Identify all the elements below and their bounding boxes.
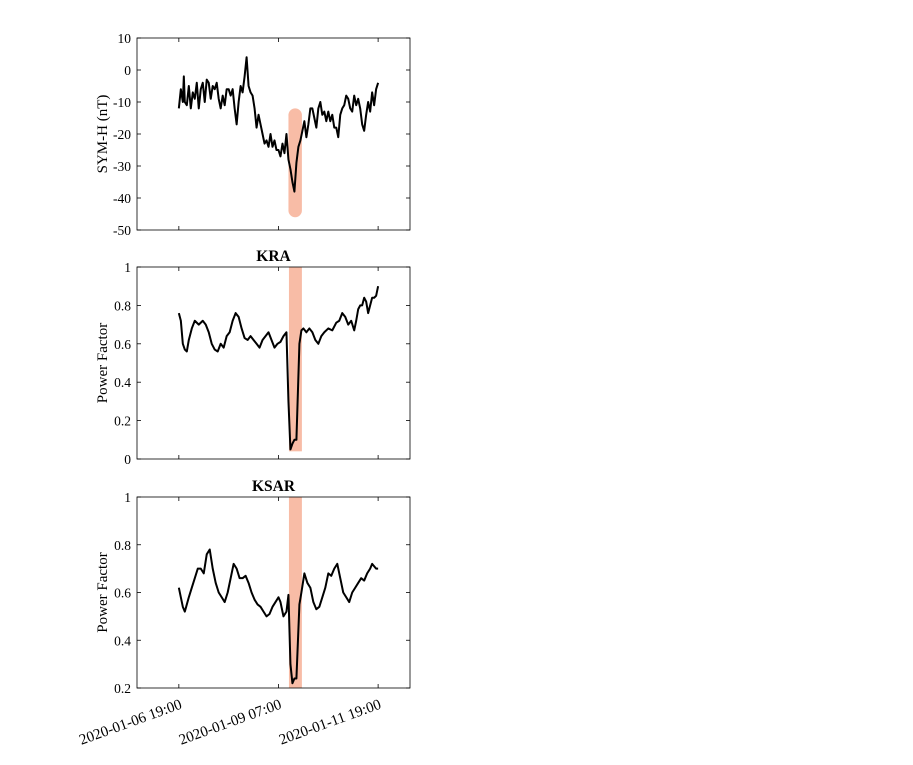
ksar-ytick-label: 0.6	[114, 586, 131, 601]
xtick-label: 2020-01-11 19:00	[277, 697, 383, 749]
symh-ytick-label: -30	[113, 159, 131, 174]
symh-highlight-band	[288, 108, 302, 218]
kra-series-line	[177, 285, 380, 451]
symh-ytick-label: -10	[113, 95, 131, 110]
kra-ytick-label: 0.6	[114, 337, 131, 352]
kra-title: KRA	[256, 248, 291, 265]
kra-ytick-label: 0.4	[114, 375, 131, 390]
symh-ytick-label: 0	[124, 63, 131, 78]
ksar-axis-frame	[136, 496, 411, 689]
ksar-ytick-label: 0.2	[114, 681, 131, 696]
kra-ytick-label: 0.8	[114, 298, 131, 313]
panel-ksar: 1 0.8 0.6 0.4 0.2 Power Factor KSAR	[95, 478, 411, 696]
symh-ytick-label: -20	[113, 127, 131, 142]
symh-ylabel: SYM-H (nT)	[95, 95, 111, 174]
panel-symh: 10 0 -10 -20 -30 -40 -50 SYM-H (nT)	[95, 31, 411, 238]
kra-ytick-label: 1	[124, 260, 131, 275]
ksar-ytick-label: 1	[124, 490, 131, 505]
panel-kra: 1 0.8 0.6 0.4 0.2 0 Power Factor KRA	[95, 248, 411, 467]
xtick-label: 2020-01-06 19:00	[77, 697, 184, 749]
kra-axis-frame	[136, 266, 411, 460]
kra-ylabel: Power Factor	[95, 323, 111, 403]
ksar-ytick-label: 0.4	[114, 633, 131, 648]
xtick-label: 2020-01-09 07:00	[177, 697, 284, 749]
ksar-series-line	[177, 548, 379, 685]
symh-ytick-label: -50	[113, 223, 131, 238]
symh-ytick-label: 10	[118, 31, 132, 46]
kra-highlight-band	[288, 267, 302, 452]
symh-series-line	[177, 56, 380, 193]
kra-ytick-label: 0.2	[114, 414, 131, 429]
ksar-ytick-label: 0.8	[114, 538, 131, 553]
ksar-title: KSAR	[252, 478, 296, 495]
kra-ytick-label: 0	[124, 452, 131, 467]
ksar-ylabel: Power Factor	[95, 552, 111, 632]
symh-ytick-label: -40	[113, 191, 131, 206]
symh-axis-frame	[136, 37, 411, 231]
